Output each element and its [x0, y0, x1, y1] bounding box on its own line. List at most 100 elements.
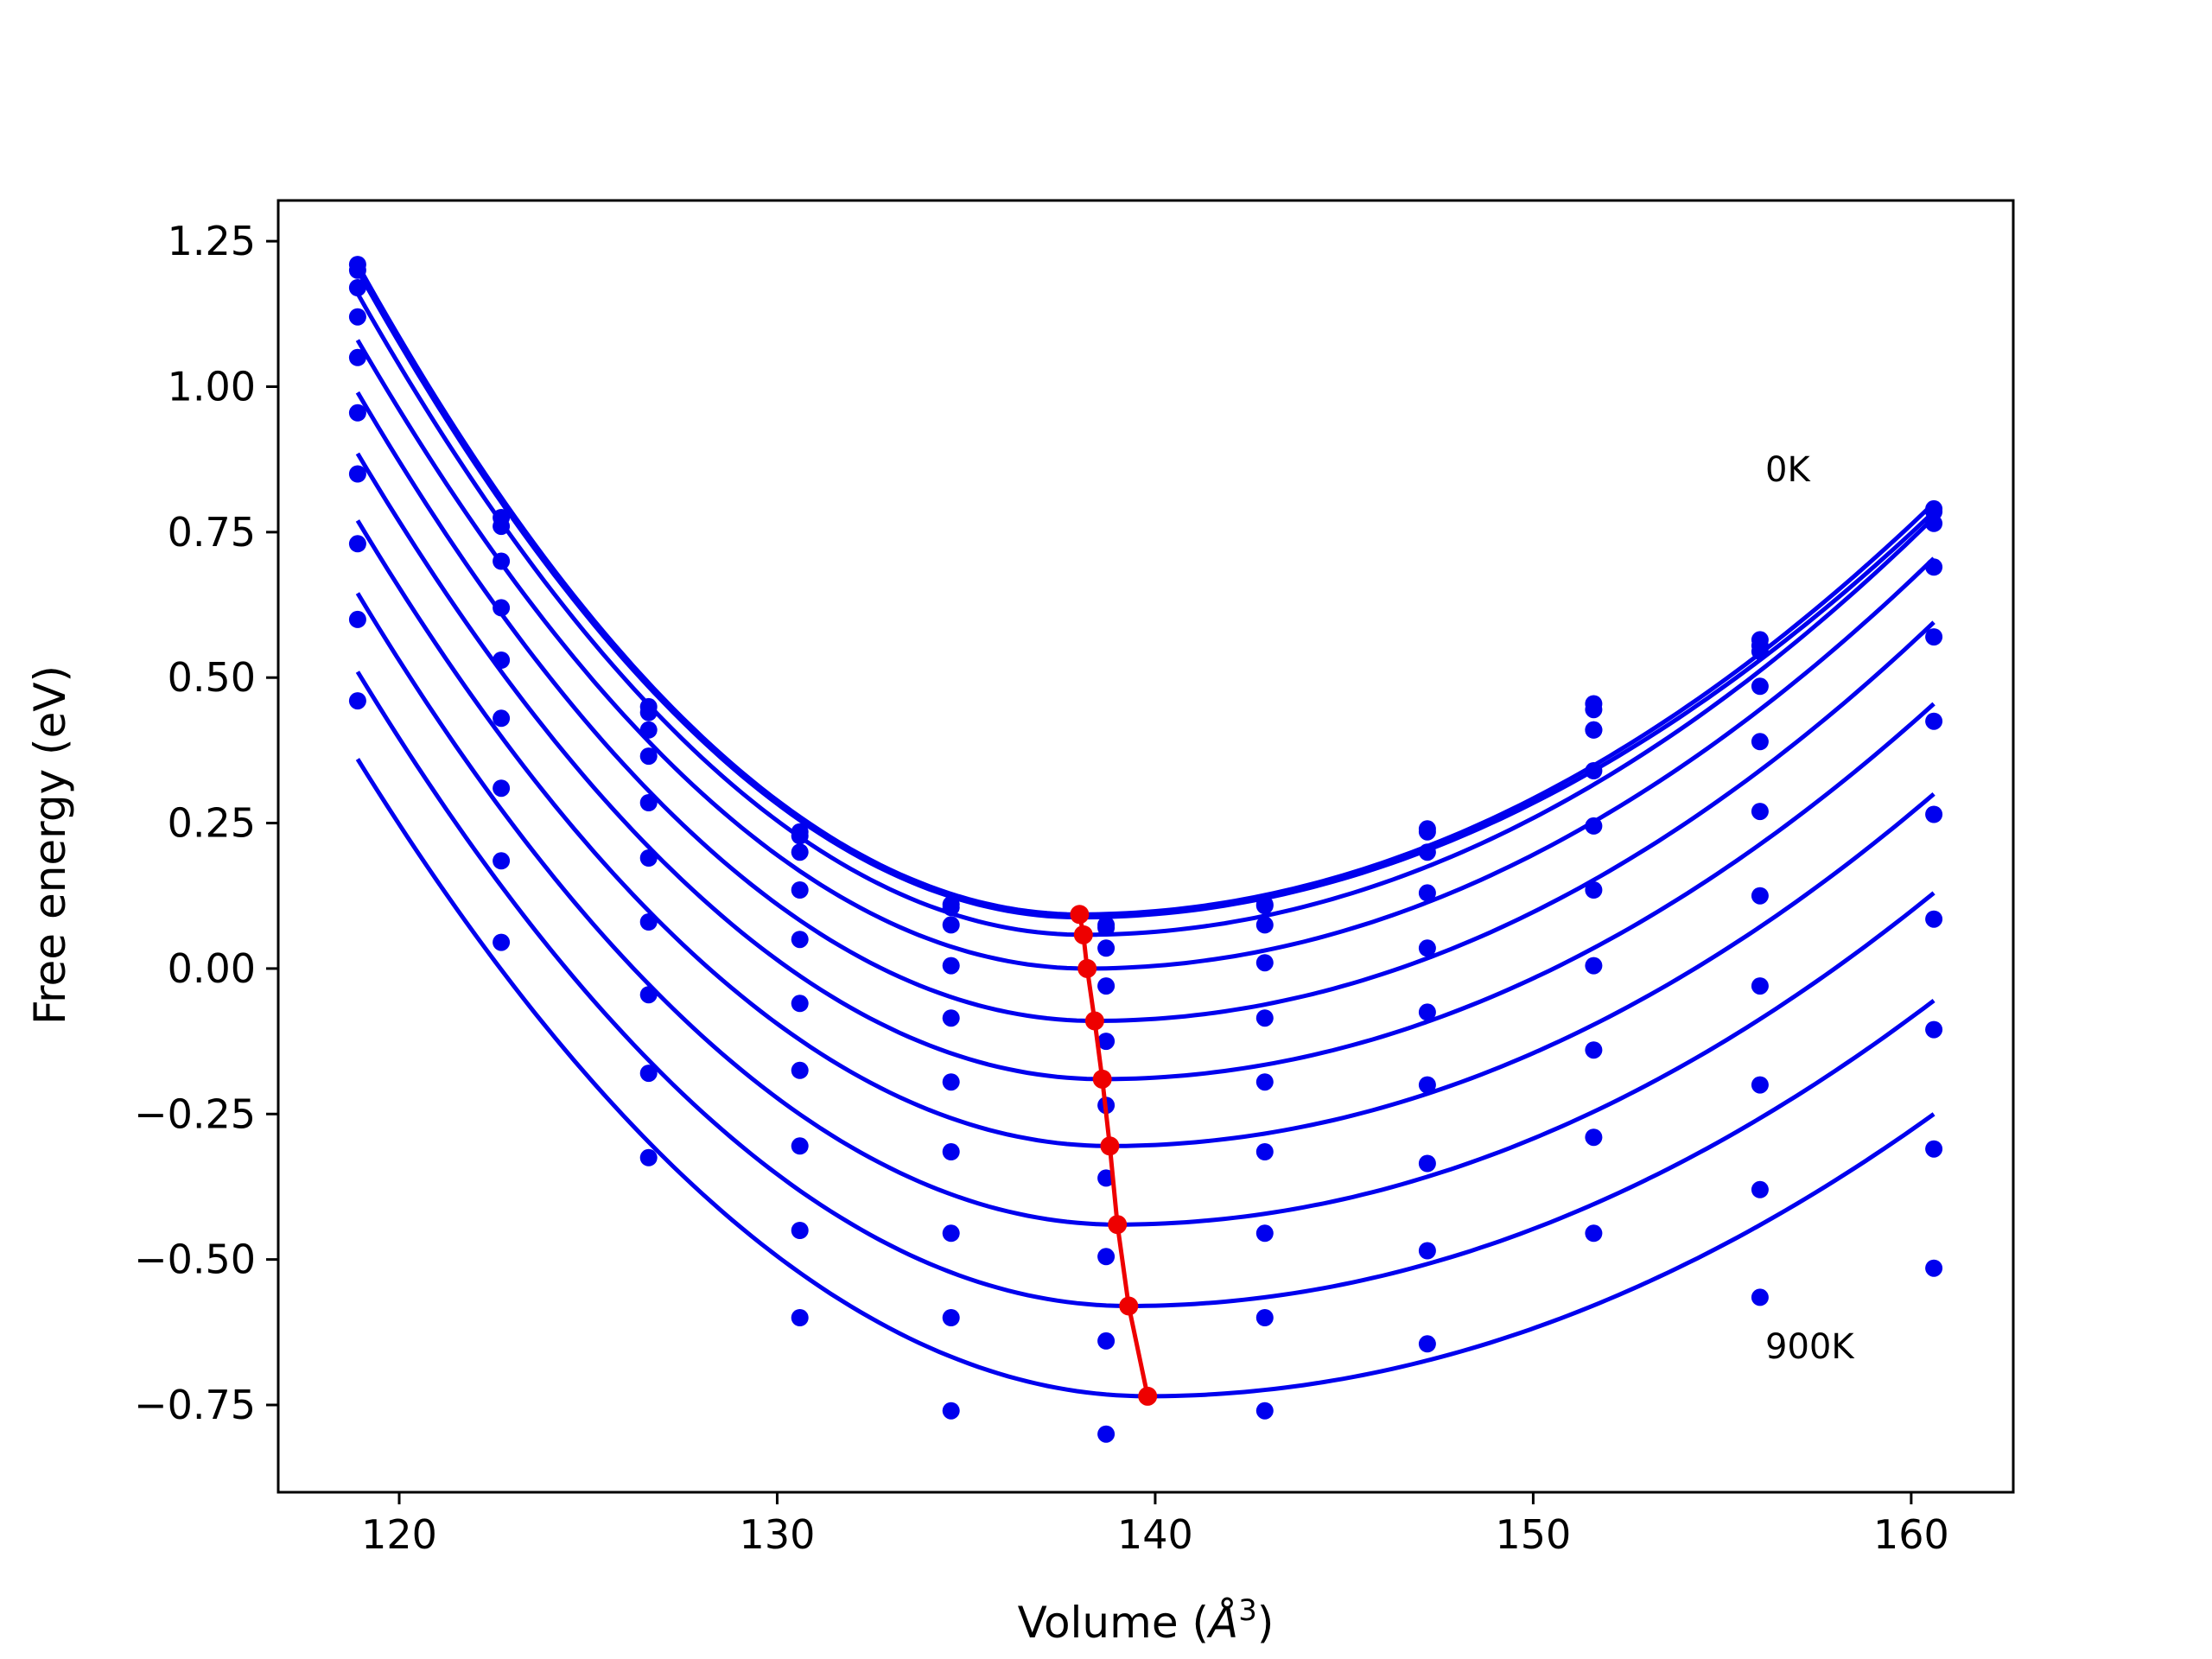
- data-point: [942, 899, 960, 917]
- data-point: [1925, 910, 1943, 928]
- y-tick-label: 0.00: [168, 945, 256, 992]
- data-point: [1255, 897, 1274, 915]
- x-tick-label: 150: [1496, 1511, 1572, 1558]
- data-point: [1255, 1073, 1274, 1091]
- data-point: [348, 279, 366, 296]
- data-point: [1751, 733, 1769, 751]
- y-tick-label: −0.50: [134, 1236, 256, 1283]
- data-point: [493, 933, 511, 951]
- data-point: [639, 913, 658, 931]
- annotation-900k: 900K: [1765, 1327, 1855, 1367]
- y-tick-label: 0.25: [168, 800, 256, 847]
- data-point: [1751, 803, 1769, 821]
- data-point: [639, 794, 658, 811]
- data-point: [639, 986, 658, 1004]
- data-point: [1925, 514, 1943, 532]
- data-point: [1925, 1020, 1943, 1039]
- fit-curve-6: [355, 519, 1936, 1148]
- minimum-point: [1073, 925, 1093, 944]
- data-point: [348, 610, 366, 628]
- data-point: [1585, 762, 1603, 779]
- data-point: [942, 1224, 960, 1243]
- y-tick-label: −0.25: [134, 1090, 256, 1137]
- data-point: [1585, 817, 1603, 835]
- data-point: [942, 1143, 960, 1160]
- data-point: [1255, 1009, 1274, 1027]
- minimum-point: [1138, 1386, 1158, 1406]
- data-point: [1585, 1224, 1603, 1243]
- data-point: [639, 747, 658, 766]
- data-point: [493, 518, 511, 536]
- data-point: [1097, 939, 1116, 957]
- data-point: [942, 1402, 960, 1420]
- data-point: [1255, 1402, 1274, 1420]
- data-point: [348, 261, 366, 279]
- data-point: [1585, 881, 1603, 899]
- data-point: [1255, 954, 1274, 972]
- data-point: [1751, 1076, 1769, 1094]
- fit-curve-8: [355, 671, 1936, 1308]
- data-point: [348, 308, 366, 326]
- data-point: [791, 995, 809, 1013]
- minimum-point: [1092, 1069, 1112, 1089]
- data-point: [942, 1309, 960, 1326]
- data-point: [1585, 701, 1603, 719]
- y-axis-ticks: −0.75 −0.50 −0.25 0.00 0.25 0.50 0.75 1.00 1.25: [134, 218, 278, 1428]
- data-point: [1751, 1288, 1769, 1306]
- data-point: [1097, 977, 1116, 995]
- minimum-point: [1070, 905, 1090, 925]
- data-point: [1925, 712, 1943, 730]
- data-point: [493, 652, 511, 669]
- y-tick-label: 0.75: [168, 509, 256, 556]
- data-point: [1751, 642, 1769, 660]
- y-tick-label: 1.00: [168, 363, 256, 410]
- data-point: [348, 535, 366, 553]
- fit-curve-0: [355, 263, 1936, 917]
- data-point: [1585, 1041, 1603, 1059]
- data-point: [493, 852, 511, 870]
- y-tick-label: 0.50: [168, 654, 256, 701]
- data-point: [348, 692, 366, 710]
- data-point: [1255, 1309, 1274, 1326]
- minimum-point: [1084, 1011, 1104, 1031]
- data-point: [493, 552, 511, 570]
- data-point: [639, 1148, 658, 1166]
- data-point: [493, 709, 511, 728]
- data-point: [1097, 1425, 1116, 1443]
- x-tick-label: 140: [1117, 1511, 1193, 1558]
- data-point: [639, 1065, 658, 1083]
- fit-curve-3: [355, 339, 1936, 971]
- data-point: [1751, 887, 1769, 905]
- data-point: [1418, 1003, 1436, 1021]
- y-tick-label: 1.25: [168, 218, 256, 264]
- data-point: [639, 849, 658, 867]
- x-tick-label: 120: [361, 1511, 437, 1558]
- data-point: [1418, 1154, 1436, 1173]
- data-point: [1097, 1033, 1116, 1051]
- data-point: [639, 721, 658, 739]
- data-point: [1925, 805, 1943, 823]
- data-point: [1418, 1242, 1436, 1260]
- data-point: [1925, 499, 1943, 518]
- data-point: [493, 779, 511, 798]
- data-point: [1418, 843, 1436, 861]
- data-point: [791, 1137, 809, 1155]
- data-point: [791, 843, 809, 861]
- data-point: [942, 1009, 960, 1027]
- data-point: [791, 931, 809, 949]
- data-point: [1418, 1335, 1436, 1353]
- data-point: [1418, 823, 1436, 841]
- data-point: [639, 703, 658, 721]
- data-point: [791, 881, 809, 899]
- y-tick-label: −0.75: [134, 1382, 256, 1428]
- data-point: [1097, 918, 1116, 937]
- data-point: [1751, 977, 1769, 995]
- x-tick-label: 160: [1873, 1511, 1949, 1558]
- data-point: [1925, 1140, 1943, 1158]
- minimum-point: [1077, 958, 1097, 978]
- data-point: [1925, 628, 1943, 646]
- data-point: [1418, 1076, 1436, 1094]
- data-points: [348, 256, 1943, 1443]
